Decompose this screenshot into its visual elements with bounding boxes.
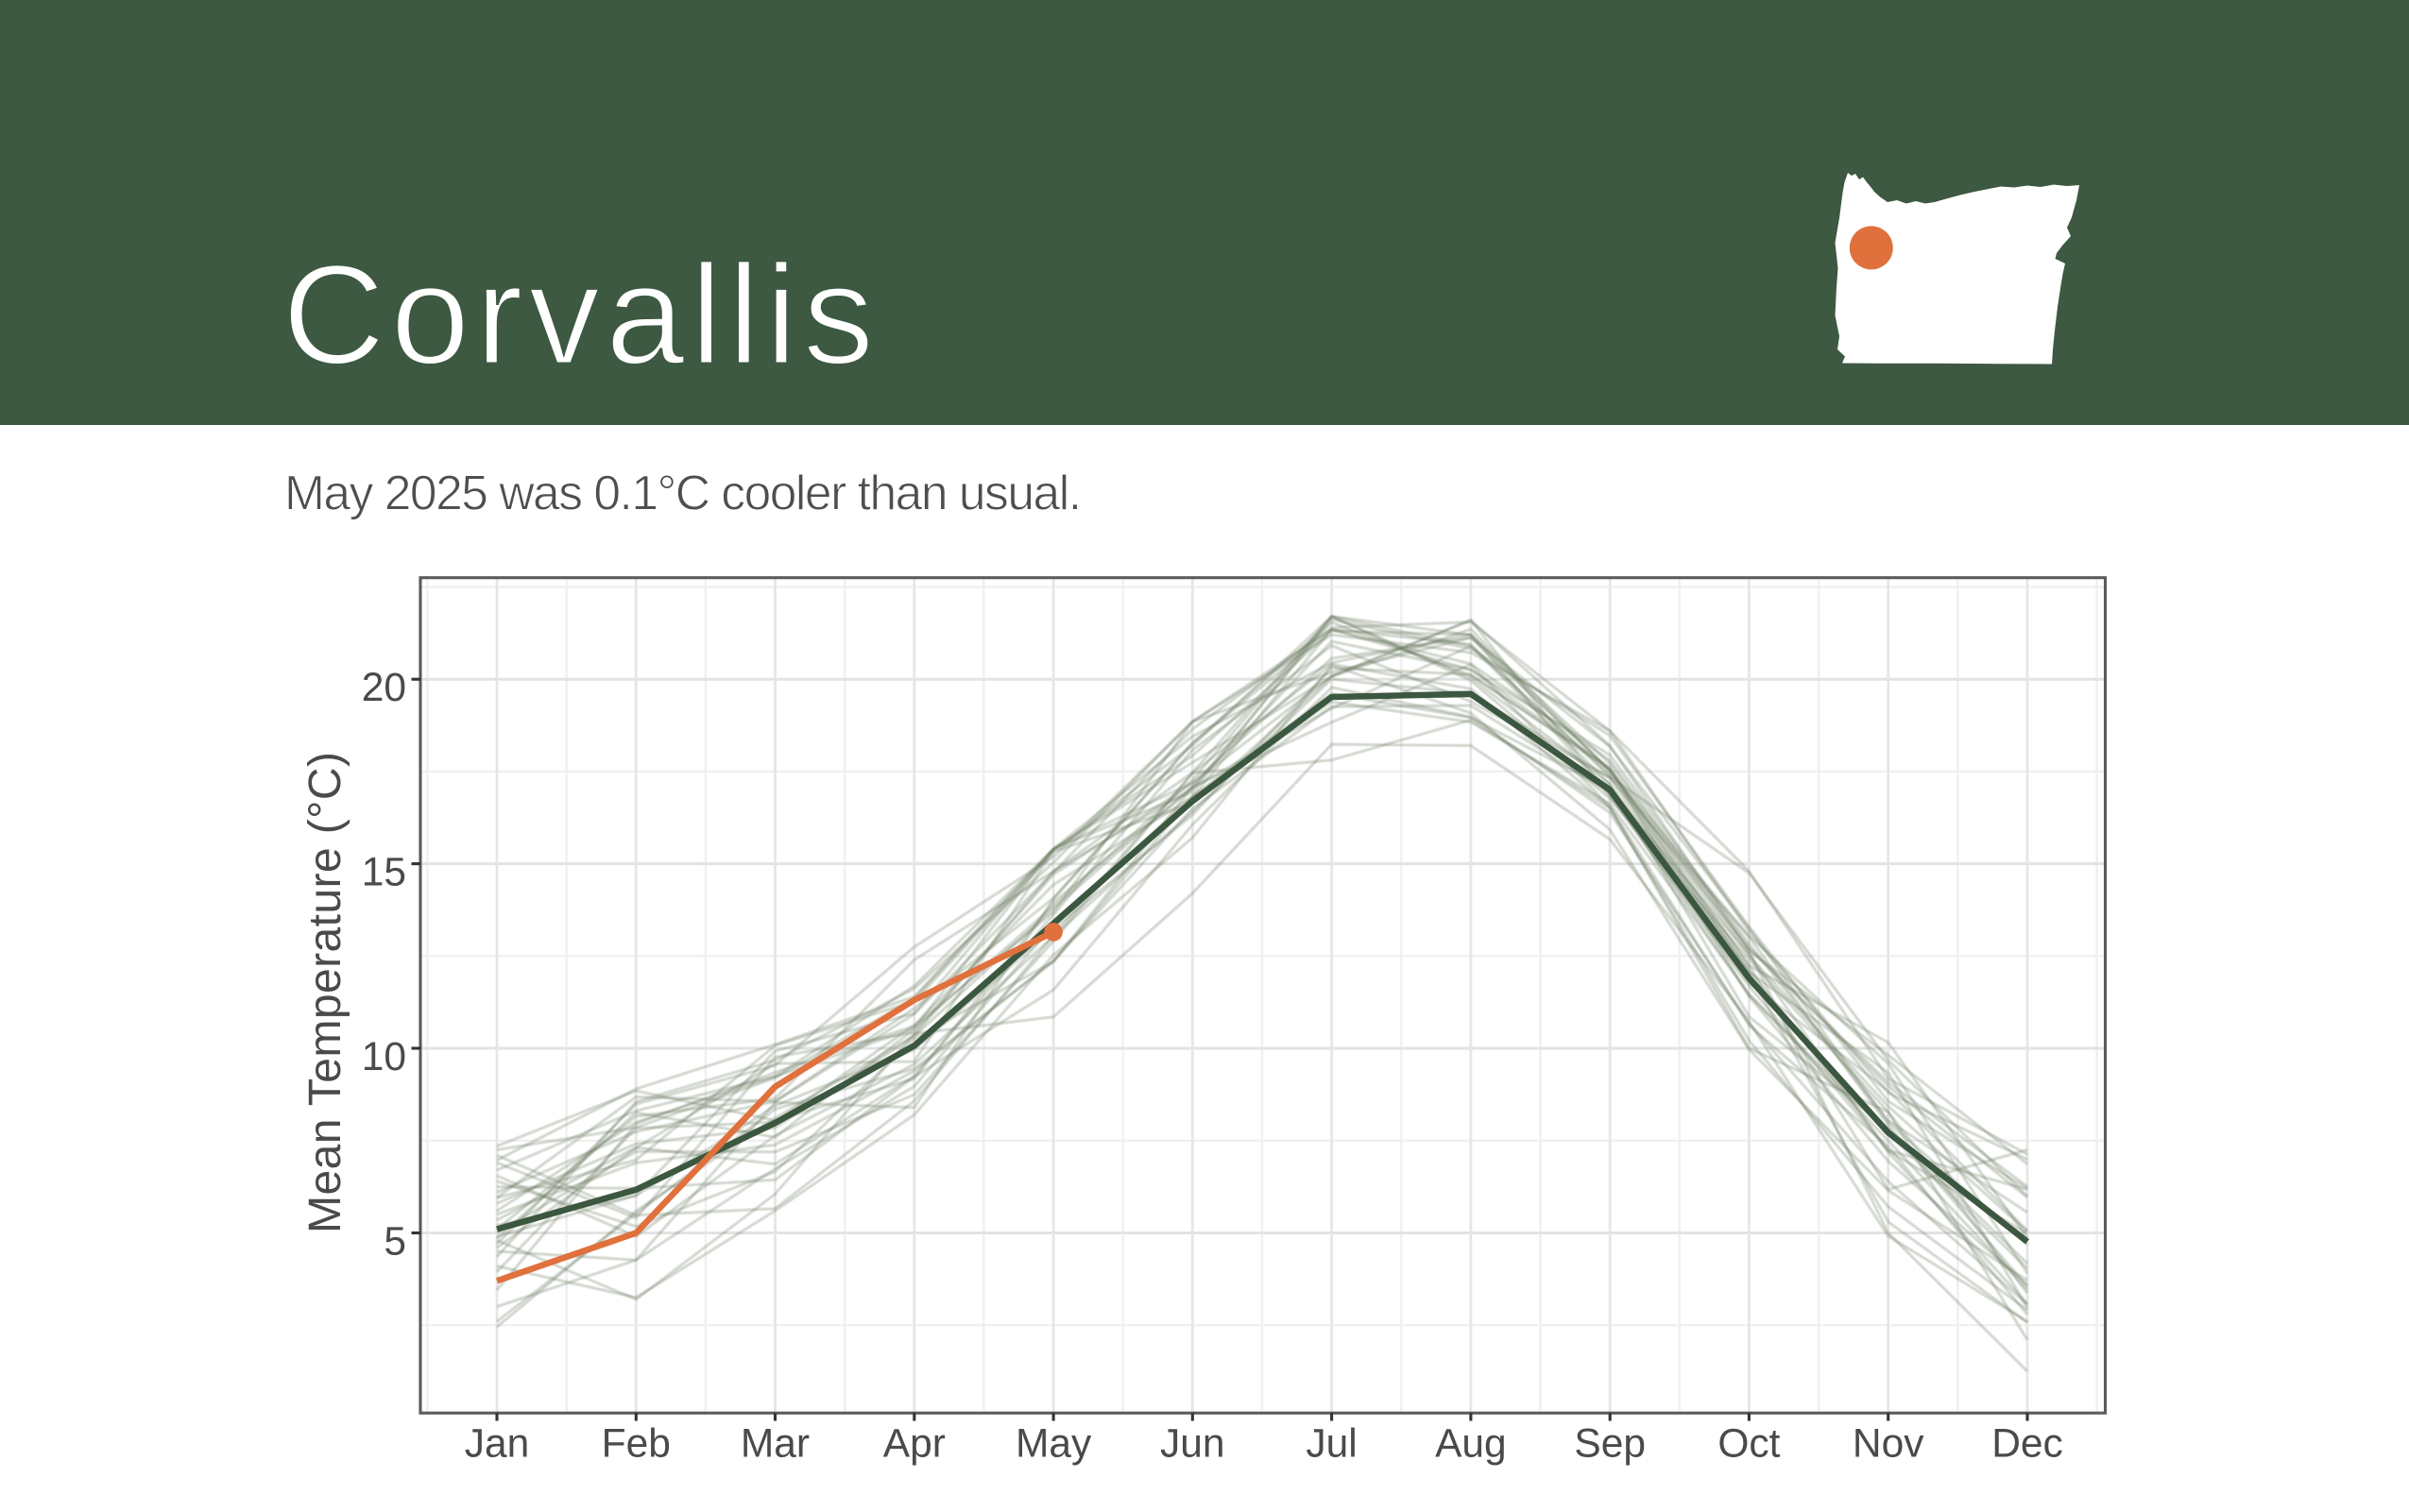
svg-text:15: 15 bbox=[362, 851, 406, 895]
svg-text:Jul: Jul bbox=[1306, 1421, 1357, 1466]
svg-text:May: May bbox=[1016, 1421, 1092, 1466]
svg-text:Oct: Oct bbox=[1717, 1421, 1780, 1466]
svg-text:May 2025 was 0.1°C cooler than: May 2025 was 0.1°C cooler than usual. bbox=[284, 465, 1082, 519]
svg-text:Jan: Jan bbox=[465, 1421, 530, 1466]
svg-text:Corvallis: Corvallis bbox=[282, 235, 874, 394]
svg-text:Mar: Mar bbox=[741, 1421, 810, 1466]
svg-text:20: 20 bbox=[362, 666, 406, 710]
svg-text:10: 10 bbox=[362, 1035, 406, 1079]
svg-text:Dec: Dec bbox=[1991, 1421, 2063, 1466]
svg-text:Mean Temperature (°C): Mean Temperature (°C) bbox=[299, 752, 350, 1233]
svg-text:Aug: Aug bbox=[1435, 1421, 1507, 1466]
svg-text:Apr: Apr bbox=[883, 1421, 946, 1466]
svg-text:Sep: Sep bbox=[1574, 1421, 1646, 1466]
svg-text:Feb: Feb bbox=[602, 1421, 671, 1466]
svg-text:Nov: Nov bbox=[1853, 1421, 1924, 1466]
svg-text:Jun: Jun bbox=[1160, 1421, 1225, 1466]
svg-text:5: 5 bbox=[384, 1220, 406, 1265]
